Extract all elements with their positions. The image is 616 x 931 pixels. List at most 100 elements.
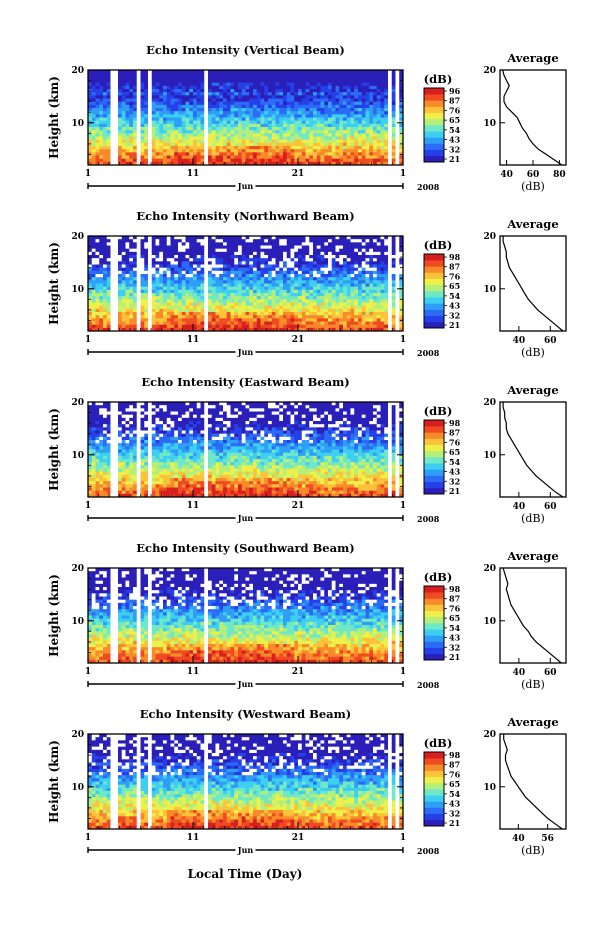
heatmap-cell	[376, 296, 381, 300]
heatmap-cell	[279, 264, 284, 268]
heatmap-cell	[275, 76, 280, 80]
heatmap-cell	[159, 305, 164, 310]
heatmap-cell	[174, 318, 179, 322]
heatmap-cell	[133, 255, 138, 259]
heatmap-cell	[298, 327, 303, 332]
heatmap-cell	[260, 127, 265, 131]
heatmap-cell	[103, 142, 108, 147]
heatmap-cell	[294, 312, 299, 316]
heatmap-cell	[290, 286, 295, 291]
heatmap-cell	[148, 79, 153, 83]
heatmap-cell	[294, 280, 299, 284]
heatmap-cell	[365, 95, 370, 99]
heatmap-cell	[159, 149, 164, 153]
heatmap-cell	[136, 318, 141, 322]
heatmap-cell	[309, 136, 314, 140]
heatmap-cell	[283, 92, 288, 96]
heatmap-cell	[346, 152, 351, 156]
heatmap-cell	[324, 242, 329, 246]
heatmap-cell	[294, 155, 299, 159]
heatmap-cell	[241, 280, 246, 284]
heatmap-cell	[335, 258, 340, 262]
heatmap-cell	[320, 142, 325, 147]
heatmap-cell	[290, 79, 295, 83]
heatmap-cell	[155, 92, 160, 96]
heatmap-cell	[189, 274, 194, 278]
heatmap-cell	[226, 293, 231, 297]
heatmap-cell	[129, 308, 134, 313]
heatmap-cell	[148, 251, 153, 256]
heatmap-cell	[361, 73, 366, 77]
heatmap-cell	[219, 155, 224, 159]
heatmap-cell	[200, 305, 205, 310]
heatmap-cell	[328, 92, 333, 96]
heatmap-cell	[155, 293, 160, 297]
heatmap-cell	[106, 70, 111, 74]
heatmap-cell	[208, 255, 213, 259]
heatmap-cell	[230, 136, 235, 140]
heatmap-cell	[159, 251, 164, 256]
heatmap-cell	[279, 280, 284, 284]
heatmap-cell	[369, 283, 374, 287]
heatmap-cell	[286, 149, 291, 153]
heatmap-cell	[298, 142, 303, 147]
heatmap-cell	[208, 286, 213, 291]
heatmap-cell	[253, 76, 258, 80]
heatmap-cell	[185, 296, 190, 300]
heatmap-cell	[320, 327, 325, 332]
heatmap-cell	[253, 130, 258, 134]
heatmap-cell	[234, 95, 239, 99]
heatmap-cell	[99, 308, 104, 313]
heatmap-cell	[178, 248, 183, 253]
heatmap-cell	[361, 239, 366, 243]
heatmap-cell	[193, 327, 198, 332]
heatmap-cell	[305, 136, 310, 140]
heatmap-cell	[260, 277, 265, 281]
heatmap-cell	[395, 108, 400, 112]
heatmap-cell	[343, 146, 348, 150]
heatmap-cell	[178, 127, 183, 131]
heatmap-cell	[99, 158, 104, 163]
heatmap-cell	[125, 92, 130, 96]
heatmap-cell	[309, 73, 314, 77]
heatmap-cell	[125, 327, 130, 332]
heatmap-cell	[88, 327, 93, 332]
heatmap-cell	[395, 130, 400, 134]
heatmap-cell	[256, 264, 261, 268]
heatmap-cell	[121, 89, 126, 93]
heatmap-cell	[99, 321, 104, 325]
heatmap-cell	[163, 283, 168, 287]
heatmap-cell	[313, 239, 318, 243]
heatmap-cell	[245, 318, 250, 322]
heatmap-cell	[256, 261, 261, 265]
heatmap-cell	[275, 130, 280, 134]
heatmap-cell	[283, 299, 288, 303]
heatmap-cell	[178, 139, 183, 144]
heatmap-cell	[234, 73, 239, 77]
heatmap-cell	[99, 255, 104, 259]
heatmap-cell	[286, 248, 291, 253]
heatmap-cell	[106, 239, 111, 243]
heatmap-cell	[328, 318, 333, 322]
heatmap-cell	[264, 76, 269, 80]
heatmap-cell	[253, 251, 258, 256]
heatmap-cell	[88, 258, 93, 262]
heatmap-cell	[155, 111, 160, 115]
heatmap-cell	[260, 296, 265, 300]
heatmap-cell	[140, 283, 145, 287]
heatmap-cell	[219, 315, 224, 319]
heatmap-cell	[125, 293, 130, 297]
heatmap-cell	[305, 280, 310, 284]
heatmap-cell	[358, 293, 363, 297]
heatmap-cell	[316, 123, 321, 128]
heatmap-cell	[256, 239, 261, 243]
heatmap-cell	[170, 315, 175, 319]
heatmap-cell	[264, 283, 269, 287]
heatmap-cell	[208, 149, 213, 153]
heatmap-cell	[268, 318, 273, 322]
heatmap-cell	[388, 79, 393, 83]
heatmap-cell	[181, 255, 186, 259]
heatmap-cell	[148, 289, 153, 294]
heatmap-cell	[211, 286, 216, 291]
heatmap-cell	[343, 73, 348, 77]
